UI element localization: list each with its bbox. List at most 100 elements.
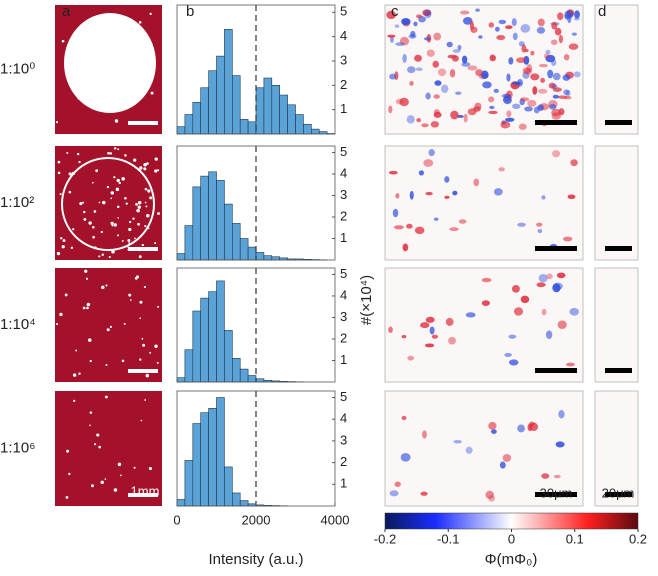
images — [55, 4, 639, 507]
speck — [148, 466, 152, 471]
vortex — [524, 106, 533, 112]
scale-bar — [605, 492, 632, 497]
speck — [90, 484, 94, 488]
colorbar-label: Φ(mΦ₀) — [485, 551, 538, 568]
speck — [129, 93, 131, 96]
vortex — [506, 110, 512, 118]
vortex — [433, 111, 442, 118]
vortex — [512, 32, 518, 41]
speck — [129, 220, 132, 224]
speck — [154, 344, 158, 348]
vortex — [414, 54, 422, 62]
vortex — [517, 424, 525, 433]
y-tick-label: 3 — [340, 187, 347, 202]
panel-label: a — [62, 3, 71, 20]
vortex — [422, 9, 432, 17]
speck — [56, 251, 61, 256]
vortex — [530, 73, 540, 81]
vortex — [549, 103, 557, 110]
speck — [79, 202, 83, 206]
speck — [82, 201, 85, 204]
speck — [125, 63, 130, 68]
vortex — [458, 219, 467, 224]
vortex — [495, 26, 500, 32]
speck — [84, 269, 88, 273]
bar — [224, 466, 233, 507]
vortex — [489, 105, 495, 110]
vortex — [418, 170, 425, 176]
vortex — [557, 12, 564, 21]
vortex — [480, 70, 489, 79]
speck — [89, 359, 92, 363]
speck — [61, 39, 65, 43]
speck — [108, 255, 111, 259]
vortex — [536, 282, 546, 288]
image-c — [384, 4, 584, 135]
speck — [84, 51, 88, 54]
vortex — [512, 81, 522, 85]
scale-label: 20μm — [602, 485, 635, 500]
vortex — [524, 48, 529, 53]
y-tick-label: 1 — [340, 352, 347, 367]
vortex — [537, 228, 543, 234]
vortex — [415, 67, 423, 72]
vortex — [406, 223, 413, 229]
speck — [114, 119, 119, 123]
y-tick-label: 2 — [340, 454, 347, 469]
vortex — [485, 490, 494, 499]
speck — [121, 177, 125, 181]
speck — [70, 246, 74, 250]
vortex — [395, 193, 400, 199]
vortex — [394, 481, 401, 487]
speck — [98, 201, 101, 204]
bar — [184, 349, 194, 383]
vortex — [462, 17, 473, 25]
vortex — [501, 93, 511, 98]
scale-bar — [605, 368, 632, 373]
vortex — [407, 66, 416, 74]
bar — [224, 29, 233, 135]
y-tick-label: 1 — [340, 101, 347, 116]
x-axis-label: Intensity (a.u.) — [208, 551, 303, 568]
speck — [124, 154, 127, 157]
vortex — [415, 14, 423, 19]
vortex — [564, 10, 574, 19]
speck — [125, 202, 128, 205]
bar — [208, 291, 217, 383]
row-label: 1:10⁶ — [0, 439, 35, 456]
vortex — [401, 334, 407, 339]
vortex — [508, 334, 517, 339]
vortex — [574, 10, 580, 19]
speck — [92, 235, 95, 239]
bar — [255, 252, 265, 261]
vortex — [573, 17, 580, 21]
speck — [124, 196, 127, 200]
speck — [133, 158, 137, 162]
bar — [303, 123, 312, 135]
speck — [98, 255, 101, 258]
image-c — [384, 145, 584, 261]
vortex — [502, 95, 512, 105]
vortex — [444, 176, 450, 183]
image-a — [55, 268, 162, 382]
speck — [146, 213, 150, 218]
scale-bar — [535, 120, 577, 125]
vortex — [488, 22, 495, 28]
vortex — [467, 65, 478, 71]
vortex — [426, 49, 435, 57]
y-axis-label: #(×10⁴) — [358, 275, 375, 325]
speck — [95, 169, 99, 173]
vortex — [434, 80, 442, 86]
speck — [138, 255, 142, 259]
vortex — [518, 41, 525, 47]
y-tick-label: 2 — [340, 208, 347, 223]
speck — [86, 306, 89, 310]
scale-bar — [128, 493, 158, 497]
speck — [106, 328, 110, 332]
speck — [137, 222, 140, 226]
vortex — [523, 55, 530, 65]
vortex — [406, 115, 415, 124]
vortex — [522, 71, 530, 79]
vortex — [461, 55, 468, 64]
